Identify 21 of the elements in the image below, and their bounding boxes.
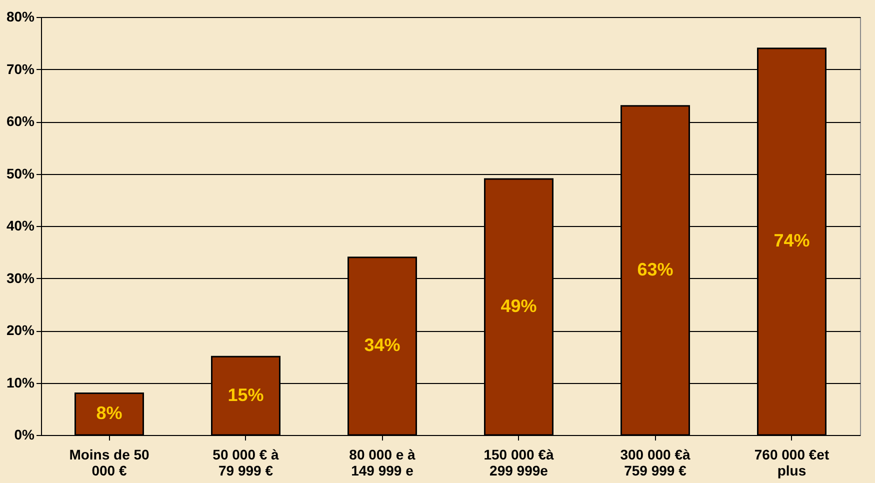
data-label: 63% bbox=[637, 259, 674, 280]
y-tick-label: 50% bbox=[6, 165, 36, 182]
y-tick-label: 80% bbox=[6, 8, 36, 24]
data-label: 15% bbox=[228, 384, 264, 405]
x-tick-label: 760 000 €et plus bbox=[754, 446, 830, 478]
x-tick-label: 150 000 €à 299 999e bbox=[484, 446, 554, 478]
x-tick-label: 300 000 €à 759 999 € bbox=[620, 446, 690, 478]
y-tick-label: 10% bbox=[6, 374, 36, 390]
y-tick-label: 60% bbox=[6, 113, 36, 129]
y-tick-label: 30% bbox=[6, 270, 36, 286]
data-label: 34% bbox=[364, 335, 400, 356]
data-label: 49% bbox=[500, 296, 537, 316]
x-tick-label: 50 000 € à 79 999 € bbox=[212, 446, 280, 478]
data-label: 74% bbox=[774, 230, 810, 251]
y-tick-label: 40% bbox=[6, 218, 36, 234]
y-tick-label: 70% bbox=[6, 60, 36, 77]
y-tick-label: 20% bbox=[6, 322, 36, 338]
x-tick-label: Moins de 50 000 € bbox=[69, 446, 150, 478]
y-tick-label: 0% bbox=[14, 426, 36, 442]
x-tick-label: 80 000 e à 149 999 e bbox=[349, 446, 416, 478]
data-label: 8% bbox=[96, 403, 122, 424]
